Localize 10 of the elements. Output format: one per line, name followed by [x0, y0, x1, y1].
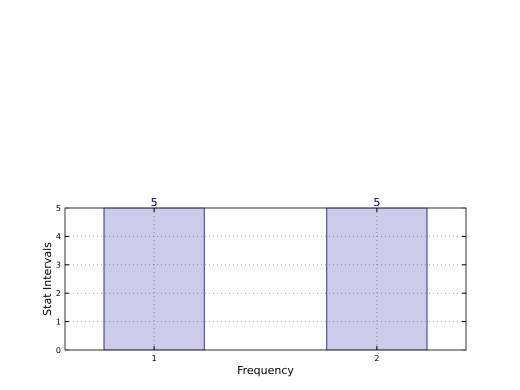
y-tick-label: 2: [56, 289, 61, 298]
y-tick-label: 1: [56, 317, 61, 326]
x-axis-title: Frequency: [237, 364, 294, 377]
y-axis-title: Stat Intervals: [41, 242, 54, 316]
data-label: 5: [373, 196, 380, 209]
y-tick-label: 4: [56, 232, 61, 242]
y-tick-label: 5: [56, 204, 61, 213]
y-tick-label: 0: [56, 346, 61, 355]
data-label: 5: [150, 196, 158, 209]
y-tick-label: 3: [56, 260, 61, 270]
